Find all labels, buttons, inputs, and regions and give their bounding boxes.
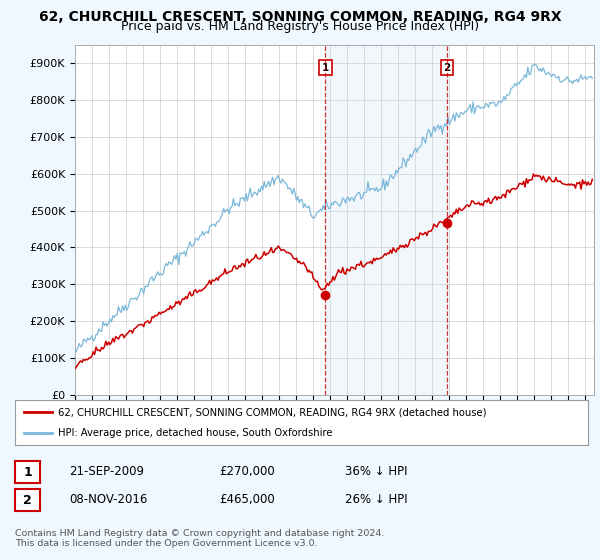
Text: 21-SEP-2009: 21-SEP-2009 — [69, 465, 144, 478]
Text: 62, CHURCHILL CRESCENT, SONNING COMMON, READING, RG4 9RX: 62, CHURCHILL CRESCENT, SONNING COMMON, … — [38, 10, 562, 24]
Text: 1: 1 — [23, 465, 32, 479]
Text: 26% ↓ HPI: 26% ↓ HPI — [345, 493, 407, 506]
Text: HPI: Average price, detached house, South Oxfordshire: HPI: Average price, detached house, Sout… — [58, 428, 332, 438]
Text: 62, CHURCHILL CRESCENT, SONNING COMMON, READING, RG4 9RX (detached house): 62, CHURCHILL CRESCENT, SONNING COMMON, … — [58, 408, 487, 418]
Text: Contains HM Land Registry data © Crown copyright and database right 2024.
This d: Contains HM Land Registry data © Crown c… — [15, 529, 385, 548]
Text: £465,000: £465,000 — [219, 493, 275, 506]
Text: 1: 1 — [322, 63, 329, 73]
Text: 08-NOV-2016: 08-NOV-2016 — [69, 493, 148, 506]
Text: 36% ↓ HPI: 36% ↓ HPI — [345, 465, 407, 478]
Text: 2: 2 — [23, 493, 32, 507]
Text: £270,000: £270,000 — [219, 465, 275, 478]
Bar — [325, 45, 447, 395]
Text: Price paid vs. HM Land Registry's House Price Index (HPI): Price paid vs. HM Land Registry's House … — [121, 20, 479, 33]
Text: 2: 2 — [443, 63, 451, 73]
